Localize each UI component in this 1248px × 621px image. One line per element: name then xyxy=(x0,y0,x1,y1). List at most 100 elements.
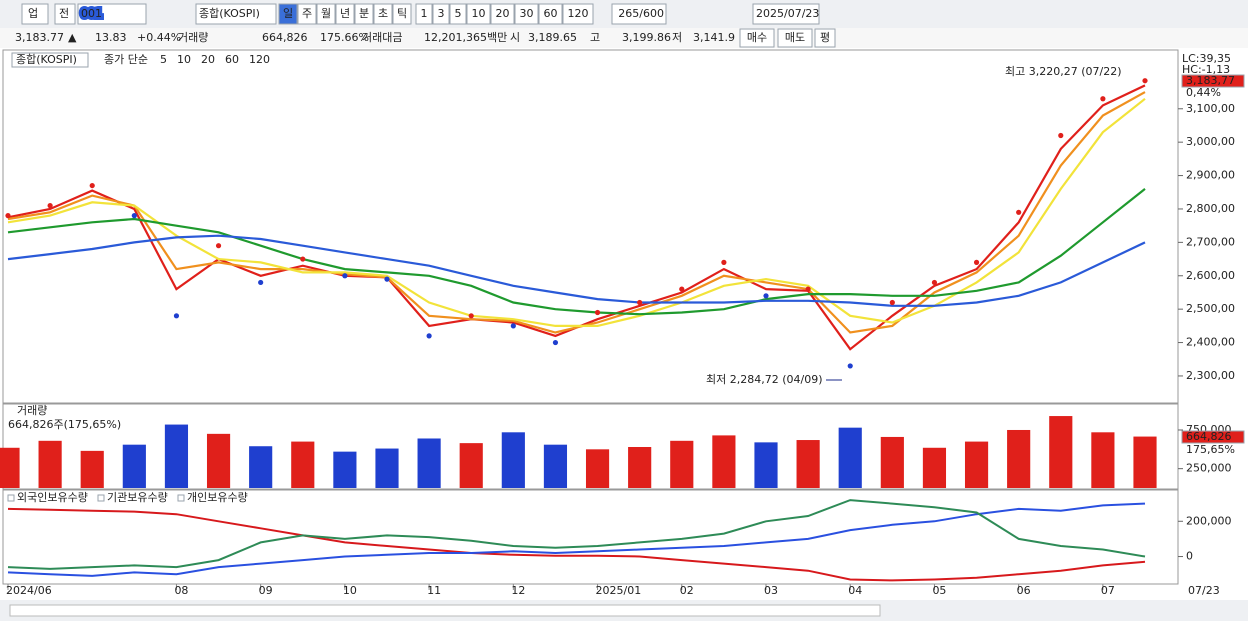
legend-entry: 20 xyxy=(201,53,215,66)
volume-bar xyxy=(417,438,441,488)
y-tick-label: 3,000,00 xyxy=(1186,135,1235,148)
volume-legend: 거래량 xyxy=(17,404,47,417)
volume-current: 664,826 xyxy=(1186,430,1232,443)
x-tick-label: 06 xyxy=(1017,584,1031,597)
close-point xyxy=(721,259,727,266)
volume-bar xyxy=(164,424,189,488)
holdings-legend: 외국인보유수량 xyxy=(17,491,88,504)
volume-bar xyxy=(291,441,315,488)
period-button[interactable] xyxy=(373,3,393,25)
info-sell-button[interactable] xyxy=(777,28,813,48)
y-tick-label: 2,700,00 xyxy=(1186,235,1235,248)
period-button[interactable] xyxy=(335,3,355,25)
close-point xyxy=(847,363,853,369)
volume-bar xyxy=(922,447,947,488)
interval-button[interactable] xyxy=(514,3,539,25)
close-point xyxy=(5,213,11,219)
info-open-label: 시 xyxy=(510,31,520,44)
prev: 전 xyxy=(59,7,69,20)
close-point xyxy=(552,339,559,346)
interval: 5 xyxy=(455,7,462,20)
volume-bar xyxy=(249,446,273,488)
x-tick-label: 03 xyxy=(764,584,778,597)
volume-bar xyxy=(712,435,736,488)
date-box[interactable] xyxy=(752,3,820,25)
info-arrow: ▲ xyxy=(68,31,77,44)
scroll-track[interactable] xyxy=(9,604,881,617)
interval: 30 xyxy=(520,7,534,20)
info-bar-bg xyxy=(0,28,1248,48)
y-tick-label: 3,100,00 xyxy=(1186,102,1235,115)
volume-bar xyxy=(459,443,483,488)
close-point xyxy=(215,243,222,249)
current-box xyxy=(1181,74,1245,88)
info-open: 3,189.65 xyxy=(528,31,577,44)
code-input[interactable] xyxy=(77,3,147,25)
period-button[interactable] xyxy=(297,3,317,25)
period: 초 xyxy=(378,7,388,20)
x-tick-label: 09 xyxy=(259,584,273,597)
market: 업 xyxy=(28,7,38,20)
y-tick-label: 2,900,00 xyxy=(1186,169,1235,182)
info-avg: 평 xyxy=(820,31,830,44)
x-tick-label: 2025/01 xyxy=(596,584,642,597)
close-point xyxy=(1058,132,1064,139)
volume-bar xyxy=(964,441,989,488)
interval: 1 xyxy=(421,7,428,20)
interval-button[interactable] xyxy=(415,3,433,25)
info-buy-button[interactable] xyxy=(739,28,775,48)
period-button[interactable] xyxy=(354,3,374,25)
series-line xyxy=(7,499,1146,570)
close-point xyxy=(131,213,137,219)
close-point xyxy=(973,259,980,266)
volume-bar xyxy=(754,442,778,488)
volume-bar xyxy=(796,440,820,488)
info-buy: 매수 xyxy=(747,31,767,44)
date: 2025/07/23 xyxy=(756,7,819,20)
period: 틱 xyxy=(397,7,407,20)
close-point xyxy=(258,279,264,286)
market-select[interactable] xyxy=(21,3,49,25)
close-point xyxy=(637,299,643,306)
close-point xyxy=(889,299,895,306)
volume-bar xyxy=(501,432,525,488)
close-point xyxy=(342,273,348,279)
y-tick-label: 2,400,00 xyxy=(1186,336,1235,349)
info-change-pct: +0.44% xyxy=(137,31,181,44)
y-tick-label: 200,000 xyxy=(1186,514,1232,527)
holdings-panel xyxy=(2,489,1179,585)
y-tick-label: 2,800,00 xyxy=(1186,202,1235,215)
interval-button[interactable] xyxy=(538,3,563,25)
interval-button[interactable] xyxy=(490,3,515,25)
legend-swatch xyxy=(7,494,15,502)
count-box[interactable] xyxy=(611,3,667,25)
interval-button[interactable] xyxy=(466,3,491,25)
legend-swatch xyxy=(177,494,185,502)
name-box[interactable] xyxy=(195,3,277,25)
code: 001 xyxy=(81,7,102,20)
interval-button[interactable] xyxy=(449,3,467,25)
volume-current-pct: 175,65% xyxy=(1186,443,1235,456)
legend-entry: 5 xyxy=(160,53,167,66)
x-tick-label: 08 xyxy=(174,584,188,597)
series-line xyxy=(7,502,1146,577)
close-point xyxy=(47,203,53,209)
period: 일 xyxy=(283,6,293,20)
period-button[interactable] xyxy=(316,3,336,25)
close-point xyxy=(510,323,516,329)
period-button[interactable] xyxy=(278,3,298,25)
interval: 10 xyxy=(472,7,486,20)
close-point xyxy=(1100,96,1106,102)
info-avg-button[interactable] xyxy=(814,28,836,48)
prev-button[interactable] xyxy=(54,3,76,25)
close-point xyxy=(594,309,601,316)
close-point xyxy=(679,286,685,292)
y-tick-label: 0 xyxy=(1186,550,1193,563)
volume-bar xyxy=(80,450,104,488)
x-tick-label: 10 xyxy=(343,584,357,597)
period-button[interactable] xyxy=(392,3,412,25)
volume-bar xyxy=(1091,432,1115,488)
interval-button[interactable] xyxy=(432,3,450,25)
interval-button[interactable] xyxy=(562,3,594,25)
